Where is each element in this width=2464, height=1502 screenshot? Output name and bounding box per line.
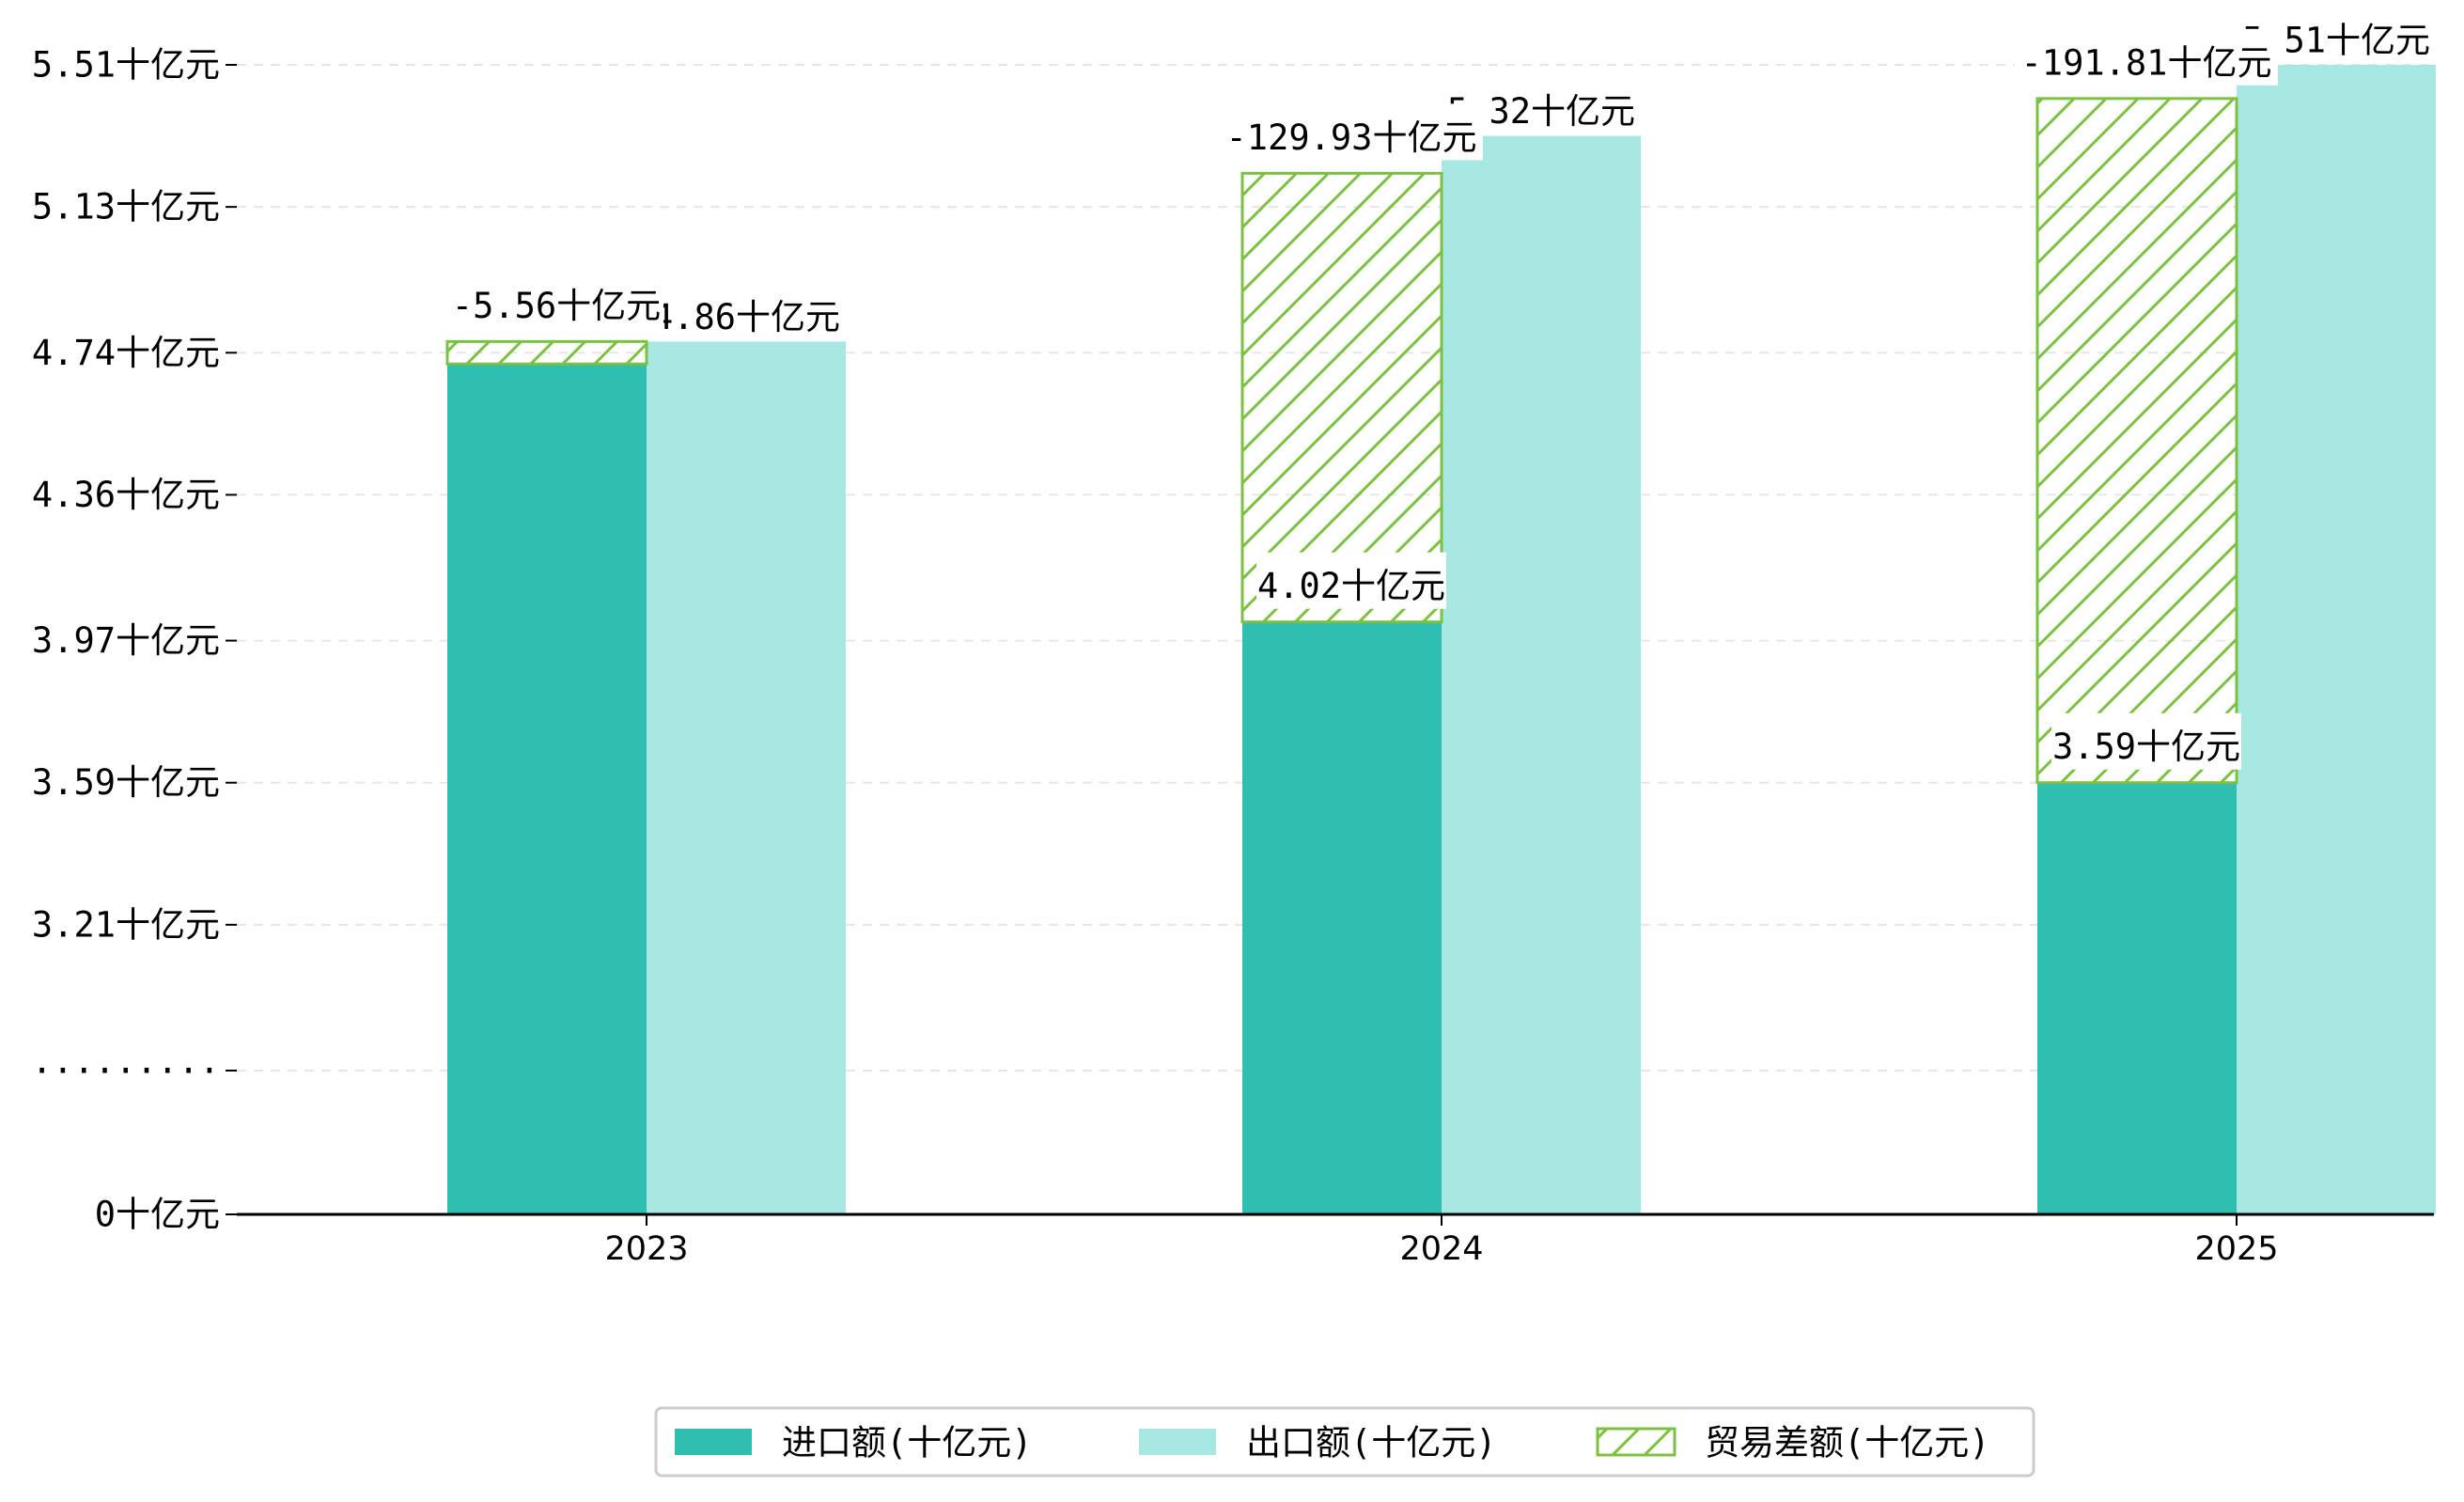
balance-value-label-bg	[1220, 103, 1483, 161]
balance-value-label-group: -191.81十亿元	[2015, 28, 2278, 86]
x-tick-label: 2023	[604, 1230, 688, 1268]
export-bar	[1442, 135, 1641, 1215]
import-value-label-group: 4.02十亿元	[1256, 552, 1446, 609]
import-bar	[1242, 621, 1442, 1214]
export-value-label-bg	[651, 283, 841, 340]
y-tick-label: 3.21十亿元	[32, 904, 220, 945]
legend-item-import: 进口额(十亿元)	[675, 1423, 1033, 1463]
legend-swatch	[1596, 1427, 1676, 1457]
legend-swatch	[675, 1429, 752, 1455]
import-value-label-group: 3.59十亿元	[2051, 712, 2241, 770]
balance-value-label-group: -129.93十亿元	[1220, 103, 1483, 161]
y-tick-label: 3.97十亿元	[32, 620, 220, 661]
balance-value-label-bg	[2015, 28, 2278, 86]
legend-box	[654, 1406, 2035, 1478]
bars	[445, 65, 2436, 1215]
balance-bar	[1240, 171, 1443, 624]
balance-value-label: -5.56十亿元	[452, 286, 661, 326]
legend-label: 出口额(十亿元)	[1246, 1423, 1497, 1463]
legend: 进口额(十亿元) 出口额(十亿元) 贸易差额(十亿元)	[654, 1406, 2035, 1478]
axes: 0十亿元 ········· 3.21十亿元 3.59十亿元 3.97十亿元 4.36十亿…	[32, 45, 2434, 1268]
y-tick-label: 4.36十亿元	[32, 475, 220, 515]
legend-label: 贸易差额(十亿元)	[1705, 1423, 1990, 1463]
balance-value-label: -129.93十亿元	[1226, 117, 1477, 158]
export-value-label-group: 4.86十亿元	[651, 283, 841, 340]
import-value-label: 3.59十亿元	[2052, 727, 2240, 767]
export-bar	[2237, 65, 2436, 1214]
import-value-label: 4.02十亿元	[1257, 566, 1445, 606]
balance-bar	[445, 339, 648, 366]
y-tick-label: 0十亿元	[95, 1195, 220, 1235]
y-tick-label: 3.59十亿元	[32, 762, 220, 803]
balance-bar	[2035, 97, 2238, 785]
balance-value-label-group: -5.56十亿元	[449, 272, 663, 329]
legend-swatch	[1139, 1429, 1216, 1455]
import-value-label-bg	[1256, 552, 1446, 609]
import-bar	[2037, 782, 2237, 1214]
legend-label: 进口额(十亿元)	[782, 1423, 1033, 1463]
import-value-label-bg	[2051, 712, 2241, 770]
y-tick-label: 4.74十亿元	[32, 333, 220, 373]
balance-value-label-bg	[449, 272, 663, 329]
legend-item-export: 出口额(十亿元)	[1139, 1423, 1497, 1463]
export-value-label: 4.86十亿元	[652, 297, 840, 337]
x-tick-label: 2024	[1399, 1230, 1483, 1268]
y-tick-label: 5.51十亿元	[32, 45, 220, 86]
y-tick-label: ·········	[32, 1051, 220, 1091]
export-bar	[647, 341, 846, 1214]
x-tick-label: 2025	[2194, 1230, 2278, 1268]
data-labels: 4.86十亿元-5.56十亿元5.32十亿元4.02十亿元-129.93十亿元5…	[449, 7, 2431, 770]
balance-value-label: -191.81十亿元	[2021, 42, 2272, 83]
import-bar	[447, 364, 647, 1215]
y-tick-label: 5.13十亿元	[32, 187, 220, 227]
legend-item-balance: 贸易差额(十亿元)	[1596, 1423, 1990, 1463]
